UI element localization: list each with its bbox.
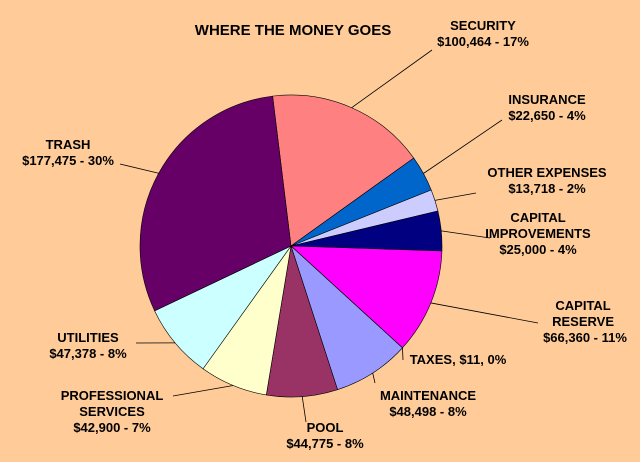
leader-line	[172, 385, 234, 397]
leader-line	[423, 119, 503, 174]
category-label: TAXES,	[409, 352, 456, 367]
leader-line	[301, 396, 307, 423]
value-label: $47,378 - 8%	[49, 346, 127, 361]
slice-label: OTHER EXPENSES $13,718 - 2%	[472, 165, 622, 197]
value-label: $177,475 - 30%	[22, 153, 114, 168]
slice-label: MAINTENANCE $48,498 - 8%	[363, 388, 493, 420]
leader-line	[119, 163, 159, 174]
value-label: $48,498 - 8%	[389, 404, 467, 419]
category-label: CAPITAL IMPROVEMENTS	[485, 210, 591, 241]
leader-line	[372, 372, 376, 384]
slice-label: TAXES, $11, 0%	[410, 352, 507, 368]
value-label: $44,775 - 8%	[286, 436, 364, 451]
leader-line	[434, 192, 477, 201]
slice-label: CAPITAL IMPROVEMENTS $25,000 - 4%	[483, 210, 593, 258]
leader-line	[351, 49, 433, 109]
slice-label: POOL $44,775 - 8%	[270, 420, 380, 452]
value-label: $25,000 - 4%	[499, 242, 577, 257]
value-label: $13,718 - 2%	[508, 181, 586, 196]
pie-slice	[290, 245, 443, 349]
category-label: POOL	[306, 420, 344, 435]
value-label: $66,360 - 11%	[543, 330, 627, 345]
category-label: SECURITY	[450, 18, 516, 33]
leader-line	[441, 230, 491, 239]
category-label: CAPITAL RESERVE	[552, 298, 615, 329]
value-label: $100,464 - 17%	[437, 34, 529, 49]
category-label: INSURANCE	[508, 92, 586, 107]
slice-label: PROFESSIONAL SERVICES $42,900 - 7%	[52, 388, 172, 436]
slice-label: INSURANCE $22,650 - 4%	[482, 92, 612, 124]
value-label: $11, 0%	[459, 352, 507, 367]
category-label: UTILITIES	[57, 330, 119, 345]
leader-line	[402, 347, 404, 361]
pie-slice	[139, 95, 292, 312]
category-label: PROFESSIONAL SERVICES	[60, 388, 164, 419]
category-label: MAINTENANCE	[379, 388, 477, 403]
category-label: TRASH	[45, 137, 91, 152]
slice-label: CAPITAL RESERVE $66,360 - 11%	[543, 298, 627, 346]
value-label: $42,900 - 7%	[73, 420, 151, 435]
value-label: $22,650 - 4%	[508, 108, 586, 123]
category-label: OTHER EXPENSES	[487, 165, 607, 180]
leader-line	[430, 302, 539, 324]
slice-label: TRASH $177,475 - 30%	[8, 137, 128, 169]
slice-label: UTILITIES $47,378 - 8%	[33, 330, 143, 362]
chart-title: WHERE THE MONEY GOES	[194, 22, 392, 39]
slice-label: SECURITY $100,464 - 17%	[418, 18, 548, 50]
